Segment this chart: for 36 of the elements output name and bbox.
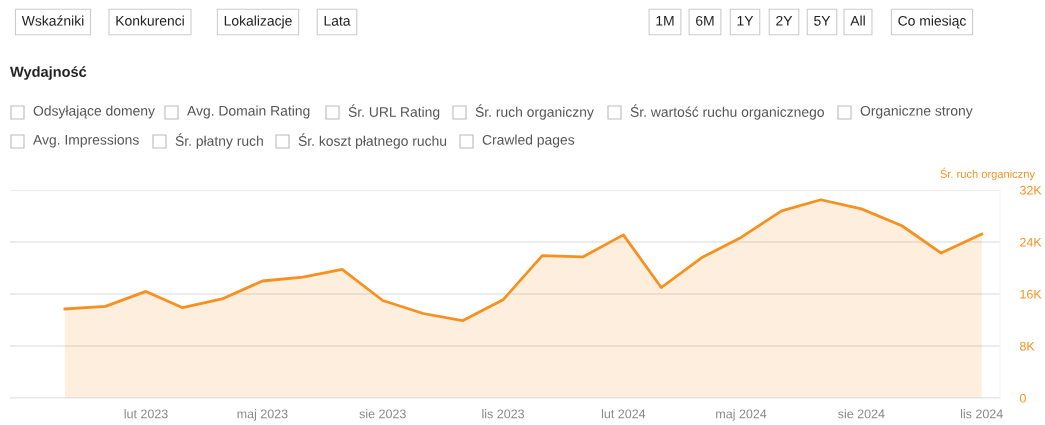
text: Organiczne strony	[860, 105, 973, 119]
x-tick-label: sie 2023	[359, 409, 406, 419]
x-tick-label: lis 2024	[960, 409, 1003, 419]
text: Lata	[324, 16, 351, 26]
text: All	[850, 15, 865, 26]
x-tick-label: sie 2024	[838, 409, 885, 419]
text: Lokalizacje	[224, 15, 292, 29]
y-axis-title: Śr. ruch organiczny	[940, 167, 1035, 181]
text: Śr. ruch organiczny	[475, 104, 594, 120]
text: 2Y	[776, 15, 793, 26]
x-tick-label: maj 2023	[237, 409, 288, 421]
x-tick-label: lut 2024	[601, 409, 646, 419]
text: Avg. Domain Rating	[187, 105, 310, 119]
text: Śr. koszt płatnego ruchu	[298, 133, 447, 149]
y-tick-label: 8K	[1019, 341, 1035, 351]
x-tick-label: lut 2023	[124, 409, 168, 419]
text: Crawled pages	[482, 134, 575, 148]
text: 5Y	[814, 16, 831, 26]
text: Wskaźniki	[21, 15, 84, 26]
text: 1Y	[737, 16, 754, 26]
text: Odsyłające domeny	[33, 105, 155, 119]
y-tick-label: 24K	[1020, 237, 1042, 247]
text: Śr. wartość ruchu organicznego	[630, 104, 824, 120]
text: Śr. płatny ruch	[175, 133, 263, 149]
text: Śr. URL Rating	[348, 104, 440, 120]
chart-title: Wydajność	[10, 66, 87, 80]
text: 6M	[696, 15, 714, 26]
y-tick-label: 32K	[1019, 185, 1042, 195]
y-tick-label: 0	[1019, 393, 1026, 403]
text: Co miesiąc	[898, 15, 966, 29]
y-tick-label: 16K	[1020, 289, 1042, 299]
text: Konkurenci	[116, 15, 184, 26]
text: Avg. Impressions	[33, 134, 139, 148]
text: 1M	[656, 16, 674, 26]
x-tick-label: maj 2024	[716, 409, 767, 421]
x-tick-label: lis 2023	[482, 409, 525, 419]
